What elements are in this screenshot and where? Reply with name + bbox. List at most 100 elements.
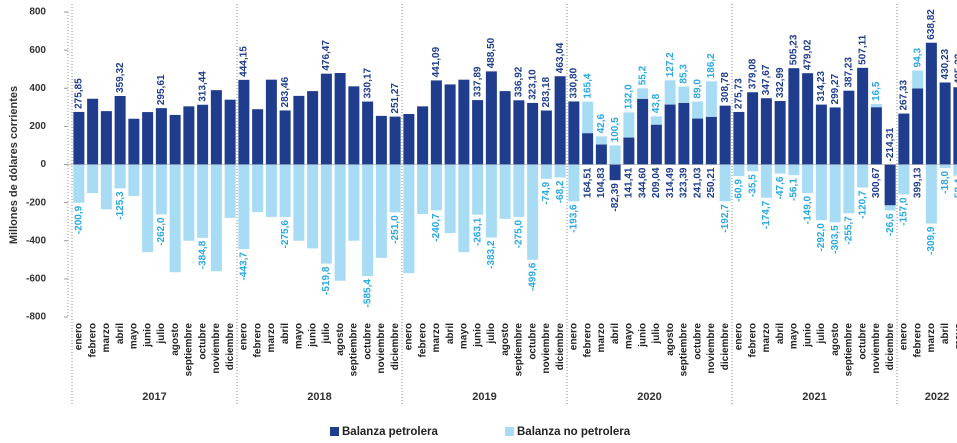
bar <box>719 164 731 202</box>
y-tick-label: -600 <box>26 274 46 285</box>
x-tick-label: junio <box>307 323 318 348</box>
value-label: 323,39 <box>679 167 690 198</box>
value-label: 55,2 <box>637 65 648 85</box>
value-label: 164,51 <box>582 167 593 198</box>
x-tick-label: junio <box>142 323 153 348</box>
value-label: 330,80 <box>569 67 580 98</box>
bar <box>210 90 222 165</box>
value-label: 313,44 <box>197 71 208 102</box>
value-label: 379,08 <box>747 58 758 89</box>
x-tick-label: marzo <box>596 323 607 352</box>
year-label: 2019 <box>472 391 496 403</box>
bar <box>307 91 319 165</box>
x-tick-label: julio <box>156 323 167 345</box>
x-tick-label: febrero <box>747 323 758 357</box>
bar <box>430 164 442 211</box>
value-label: 463,04 <box>555 42 566 73</box>
year-label: 2017 <box>142 391 166 403</box>
value-label: 488,50 <box>486 37 497 68</box>
bar <box>733 111 745 165</box>
bar <box>912 88 924 165</box>
value-label: -125,3 <box>115 191 126 220</box>
value-label: 430,23 <box>940 48 951 79</box>
bar <box>307 164 319 249</box>
bar <box>224 99 236 165</box>
bar <box>692 101 704 119</box>
x-tick-label: diciembre <box>390 323 401 371</box>
x-tick-label: enero <box>734 323 745 350</box>
value-label: -383,2 <box>486 240 497 269</box>
value-label: 323,10 <box>527 69 538 100</box>
bar <box>802 164 814 193</box>
value-label: 275,73 <box>734 78 745 109</box>
x-tick-label: octubre <box>857 323 868 360</box>
value-label: -82,39 <box>610 183 621 212</box>
bar <box>815 104 827 165</box>
x-tick-label: febrero <box>582 323 593 357</box>
y-tick-label: 800 <box>29 7 46 18</box>
bar <box>210 164 222 272</box>
x-tick-label: julio <box>486 323 497 345</box>
value-label: 251,27 <box>390 83 401 114</box>
x-tick-label: febrero <box>87 323 98 357</box>
value-label: -157,0 <box>899 197 910 226</box>
bar <box>430 80 442 165</box>
x-tick-label: enero <box>899 323 910 350</box>
bar <box>774 101 786 165</box>
value-label: 314,23 <box>816 71 827 102</box>
value-label: -585,4 <box>362 279 373 308</box>
bar <box>650 124 662 165</box>
bar <box>623 112 635 138</box>
x-tick-label: noviembre <box>376 323 387 374</box>
bar <box>870 104 882 108</box>
bar <box>815 164 827 221</box>
bar <box>939 164 951 168</box>
bar <box>513 164 525 217</box>
bar <box>802 73 814 165</box>
bar <box>747 164 759 172</box>
bar <box>485 164 497 238</box>
value-label: -35,5 <box>747 174 758 197</box>
bar <box>788 68 800 165</box>
bar <box>898 164 910 195</box>
bar <box>485 71 497 165</box>
bar <box>279 164 291 218</box>
bar <box>444 164 456 234</box>
x-tick-label: mayo <box>789 323 800 349</box>
value-label: -18,0 <box>940 170 951 193</box>
bar <box>747 92 759 165</box>
y-tick-label: 0 <box>40 159 46 170</box>
x-tick-label: septiembre <box>514 323 525 377</box>
bar <box>857 164 869 188</box>
value-label: -303,5 <box>830 225 841 254</box>
x-tick-label: octubre <box>362 323 373 360</box>
value-label: 16,5 <box>871 81 882 101</box>
bar <box>224 164 236 218</box>
bar <box>939 82 951 165</box>
value-label: -275,0 <box>514 219 525 248</box>
x-tick-label: mayo <box>624 323 635 349</box>
bar <box>334 164 346 281</box>
value-label: 387,23 <box>844 57 855 88</box>
bar <box>87 164 99 194</box>
value-label: -74,9 <box>541 181 552 204</box>
x-tick-label: enero <box>569 323 580 350</box>
bar <box>375 164 387 258</box>
x-tick-label: noviembre <box>706 323 717 374</box>
value-label: 638,82 <box>926 9 937 40</box>
x-tick-label: diciembre <box>720 323 731 371</box>
bar <box>857 67 869 165</box>
bar <box>953 164 957 176</box>
value-label: -200,9 <box>74 205 85 234</box>
bar <box>334 73 346 165</box>
legend-swatch <box>505 427 514 436</box>
bar <box>362 101 374 165</box>
bar <box>403 113 415 165</box>
value-label: -192,7 <box>720 204 731 233</box>
bar <box>265 79 277 165</box>
y-axis-title: Millones de dólares corrientes <box>8 86 20 244</box>
bar <box>320 73 332 165</box>
x-tick-label: marzo <box>101 323 112 352</box>
value-label: -174,7 <box>761 200 772 229</box>
bar <box>362 164 374 277</box>
